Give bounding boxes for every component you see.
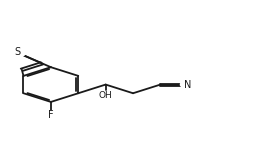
Circle shape: [44, 111, 58, 119]
Text: N: N: [184, 80, 192, 90]
Text: OH: OH: [99, 91, 112, 100]
Circle shape: [9, 48, 26, 57]
Text: S: S: [14, 47, 20, 57]
Circle shape: [97, 91, 114, 100]
Circle shape: [180, 81, 194, 88]
Text: F: F: [48, 110, 54, 120]
